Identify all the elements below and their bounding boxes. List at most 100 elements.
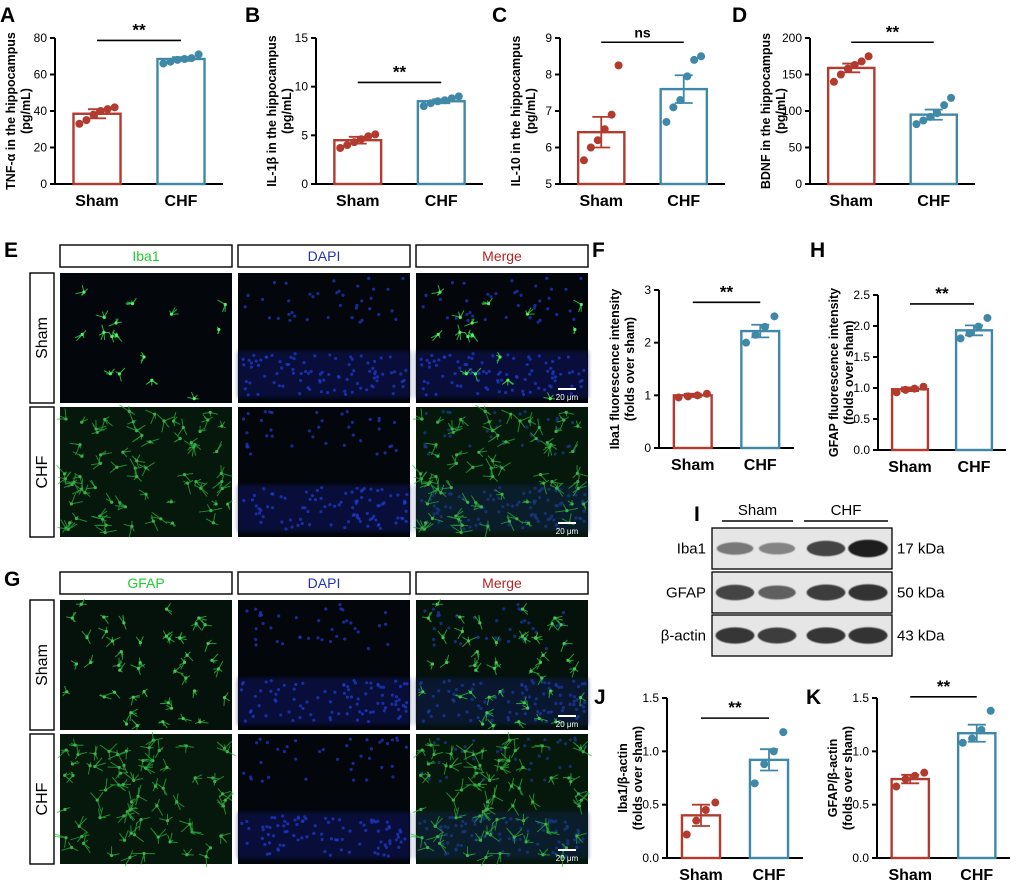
nucleus — [383, 853, 386, 856]
data-point — [601, 125, 609, 133]
blot-band — [716, 627, 755, 643]
nucleus — [360, 354, 363, 357]
nucleus — [506, 353, 509, 356]
nucleus — [283, 497, 286, 500]
panel-label: H — [810, 239, 825, 262]
data-point — [683, 831, 691, 839]
nucleus — [368, 498, 371, 501]
nucleus — [402, 385, 405, 388]
nucleus — [330, 711, 333, 714]
nucleus — [330, 628, 333, 631]
nucleus — [356, 284, 359, 287]
data-point — [434, 97, 442, 105]
nucleus — [308, 523, 311, 526]
y-tick-label: 2 — [644, 336, 651, 350]
nucleus — [537, 387, 540, 390]
y-axis-label-line: (folds over sham) — [841, 726, 855, 830]
nucleus — [394, 521, 397, 524]
nucleus — [314, 824, 317, 827]
data-point — [662, 118, 670, 126]
nucleus — [268, 316, 271, 319]
nucleus — [366, 361, 369, 364]
glial-cell — [115, 334, 118, 337]
nucleus — [314, 498, 317, 501]
nucleus — [294, 352, 297, 355]
blot-group-label: Sham — [738, 502, 777, 519]
data-point — [752, 331, 760, 339]
nucleus — [351, 316, 354, 319]
nucleus — [261, 780, 264, 783]
nucleus — [295, 616, 298, 619]
nucleus — [554, 375, 557, 378]
nucleus — [304, 817, 307, 820]
nucleus — [287, 710, 290, 713]
nucleus — [397, 717, 400, 720]
nucleus — [403, 500, 406, 503]
nucleus — [455, 317, 458, 320]
nucleus — [391, 775, 394, 778]
nucleus — [581, 379, 584, 382]
nucleus — [259, 761, 262, 764]
data-point — [959, 739, 967, 747]
nucleus — [397, 836, 400, 839]
nucleus — [558, 356, 561, 359]
nucleus — [316, 636, 319, 639]
nucleus — [339, 304, 342, 307]
nucleus — [334, 357, 337, 360]
data-point — [892, 783, 900, 791]
nucleus — [285, 363, 288, 366]
nucleus — [401, 277, 404, 280]
nucleus — [376, 852, 379, 855]
blot-band — [848, 540, 888, 558]
y-tick-label: 0.0 — [853, 443, 870, 457]
data-point — [690, 56, 698, 64]
nucleus — [278, 384, 281, 387]
nucleus — [332, 279, 335, 282]
dapi-band — [238, 678, 410, 725]
data-point — [851, 61, 859, 69]
channel-header-label: Merge — [482, 575, 522, 591]
nucleus — [396, 833, 399, 836]
nucleus — [383, 709, 386, 712]
nucleus — [269, 690, 272, 693]
nucleus — [546, 370, 549, 373]
data-point — [615, 61, 623, 69]
nucleus — [388, 445, 391, 448]
nucleus — [359, 821, 362, 824]
y-tick-label: 0.0 — [642, 851, 659, 865]
nucleus — [259, 521, 262, 524]
nucleus — [393, 421, 396, 424]
nucleus — [439, 298, 442, 301]
bar-chf — [418, 101, 465, 184]
nucleus — [277, 849, 280, 852]
y-tick-label: 1 — [644, 388, 651, 402]
nucleus — [491, 354, 494, 357]
data-point — [974, 323, 982, 331]
nucleus — [294, 757, 297, 760]
glial-cell — [170, 313, 173, 316]
nucleus — [316, 292, 319, 295]
y-axis-label: GFAP/β-actin(folds over sham) — [826, 726, 855, 830]
nucleus — [317, 619, 320, 622]
nucleus — [350, 695, 353, 698]
nucleus — [270, 492, 273, 495]
nucleus — [476, 392, 479, 395]
data-point — [912, 120, 920, 128]
nucleus — [484, 318, 487, 321]
x-tick-label: Sham — [75, 193, 119, 210]
glial-cell — [474, 372, 477, 375]
nucleus — [294, 683, 297, 686]
y-axis-label: Iba1 fluorescence intensity(folds over s… — [608, 289, 637, 450]
data-point — [111, 103, 119, 111]
nucleus — [346, 685, 349, 688]
nucleus — [394, 680, 397, 683]
panel-label: C — [492, 4, 507, 27]
nucleus — [384, 611, 387, 614]
nucleus — [428, 366, 431, 369]
nucleus — [327, 821, 330, 824]
nucleus — [367, 277, 370, 280]
nucleus — [330, 837, 333, 840]
nucleus — [292, 698, 295, 701]
nucleus — [515, 290, 518, 293]
